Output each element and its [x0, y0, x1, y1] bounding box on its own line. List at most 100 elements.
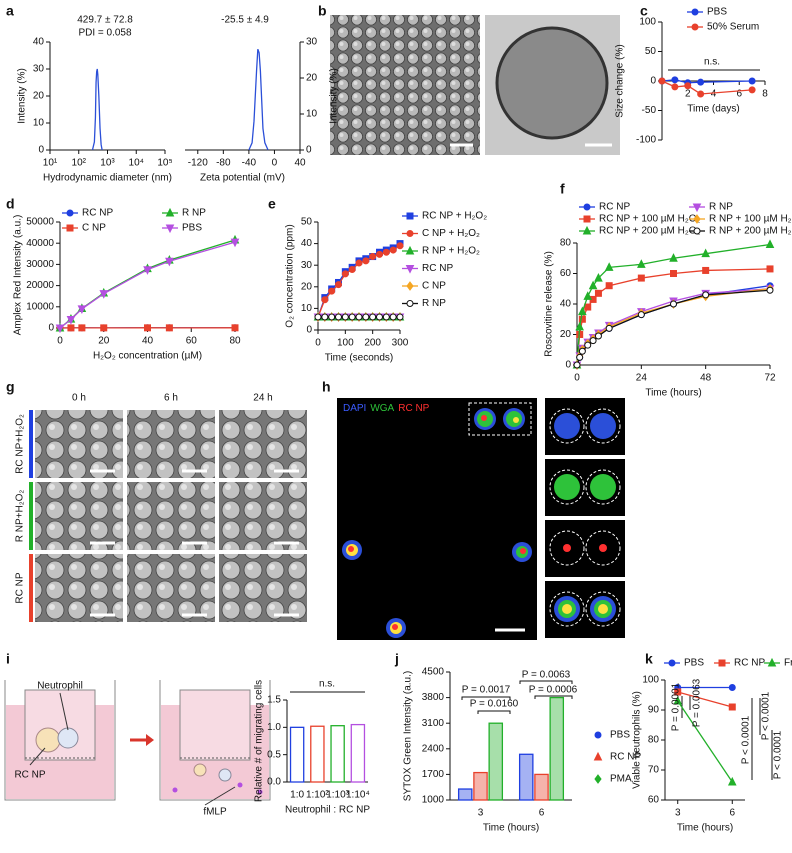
- marker: [362, 313, 370, 321]
- bar: [457, 788, 473, 801]
- marker: [578, 306, 587, 316]
- marker: [376, 313, 383, 321]
- marker: [702, 291, 710, 299]
- marker: [589, 337, 597, 345]
- legend-label: PBS: [610, 730, 630, 741]
- cell-outline: [549, 408, 585, 444]
- marker: [604, 262, 614, 271]
- y-axis-label: Viable neutrophils (%): [632, 691, 643, 789]
- bar: [310, 725, 325, 783]
- marker: [766, 265, 774, 273]
- series-line: [248, 48, 269, 151]
- x-tick-label: -40: [242, 158, 257, 169]
- x-tick-label: 24: [636, 373, 648, 384]
- bar: [330, 725, 345, 783]
- x-axis-label: Time (hours): [677, 823, 733, 834]
- annotation: P < 0.0001: [761, 691, 772, 740]
- marker: [165, 324, 173, 332]
- cell-outline: [549, 469, 585, 505]
- marker: [727, 776, 737, 786]
- marker: [637, 311, 645, 319]
- annotation: P = 0.0063: [522, 670, 571, 681]
- marker: [143, 266, 152, 275]
- row-label: R NP+H₂O₂: [15, 490, 26, 543]
- row-label: RC NP: [15, 572, 26, 603]
- y-tick-label: 40000: [26, 238, 54, 249]
- y-tick-label: 70: [648, 765, 660, 776]
- sem-tile: [219, 410, 307, 478]
- legend-marker: [583, 215, 591, 223]
- marker: [728, 684, 736, 691]
- marker: [396, 313, 404, 321]
- legend-marker: [165, 224, 175, 234]
- schematic-label: Neutrophil: [37, 681, 83, 692]
- y-tick-label: 20: [306, 73, 318, 84]
- y-tick-label: 30: [306, 37, 318, 48]
- annotation: P = 0.0160: [470, 699, 519, 710]
- marker: [578, 315, 586, 323]
- x-tick-label: 10²: [72, 158, 87, 169]
- marker: [575, 321, 584, 331]
- x-tick-label: 40: [142, 336, 154, 347]
- stain-name: RC NP: [398, 403, 429, 414]
- panel-letter: e: [268, 196, 276, 212]
- x-tick-label: 200: [364, 338, 381, 349]
- y-tick-label: 20: [33, 91, 45, 102]
- legend-label: RC NP: [734, 658, 765, 669]
- series-line: [677, 700, 733, 783]
- legend-label: Free R: [784, 658, 792, 669]
- panel-letter: k: [645, 651, 653, 667]
- marker: [669, 253, 678, 262]
- y-tick-label: 3800: [422, 692, 445, 703]
- annotation: n.s.: [319, 679, 335, 690]
- legend-marker: [406, 281, 414, 291]
- bar: [518, 753, 534, 801]
- y-tick-label: 1000: [422, 795, 445, 806]
- marker: [362, 257, 370, 265]
- x-tick-label: 3: [478, 808, 484, 819]
- tem-particle: [495, 26, 609, 140]
- x-tick-label: 0: [57, 336, 63, 347]
- panel-letter: d: [6, 196, 15, 212]
- legend-marker: [691, 23, 699, 31]
- marker: [702, 266, 710, 274]
- cell: [599, 544, 607, 552]
- row-bar: [29, 482, 33, 550]
- sem-tile: [35, 410, 123, 478]
- legend-label: PBS: [182, 223, 202, 234]
- annotation: P < 0.0001: [741, 715, 752, 764]
- legend-label: RC NP: [599, 202, 630, 213]
- legend-label: C NP: [422, 281, 446, 292]
- sem-tile: [219, 554, 307, 622]
- y-tick-label: -50: [642, 105, 657, 116]
- y-tick-label: 10: [301, 303, 313, 314]
- legend-marker: [583, 203, 591, 211]
- y-tick-label: 0: [650, 76, 656, 87]
- marker: [328, 287, 336, 295]
- panel-letter: g: [6, 379, 15, 395]
- cell: [590, 474, 616, 500]
- y-axis-label: Relative # of migrating cells: [254, 680, 265, 802]
- row-bar: [29, 410, 33, 478]
- cell: [562, 604, 572, 614]
- marker: [321, 313, 329, 321]
- x-tick-label: -120: [188, 158, 208, 169]
- marker: [658, 77, 666, 85]
- legend-label: R NP: [422, 298, 446, 309]
- series-line: [59, 239, 236, 329]
- sem-tile: [35, 554, 123, 622]
- marker: [335, 281, 342, 289]
- stain-name: WGA: [370, 403, 394, 414]
- marker: [588, 280, 598, 290]
- legend-marker: [718, 659, 726, 667]
- x-tick-label: 8: [762, 89, 768, 100]
- panel-letter: h: [322, 379, 331, 395]
- marker: [674, 688, 682, 696]
- marker: [605, 324, 613, 332]
- cell: [590, 413, 616, 439]
- marker: [55, 324, 65, 334]
- marker: [341, 313, 349, 321]
- column-label: 24 h: [253, 393, 272, 404]
- stain-legend: DAPI WGA RC NP: [343, 403, 430, 414]
- legend-marker: [165, 207, 175, 217]
